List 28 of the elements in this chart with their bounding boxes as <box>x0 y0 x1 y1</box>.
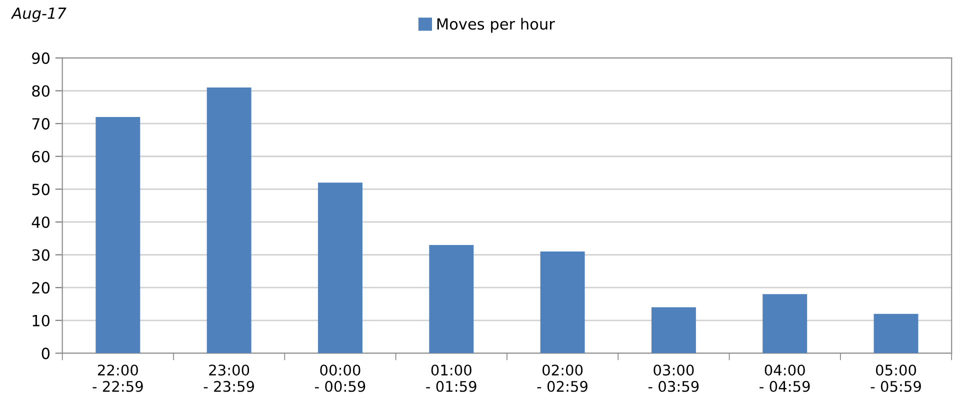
x-tick-label: 22:00 - 22:59 <box>92 364 143 392</box>
bar <box>762 294 808 354</box>
y-tick-label: 0 <box>42 348 50 360</box>
bar <box>429 244 474 354</box>
x-tick-label: 05:00 - 05:59 <box>870 364 921 392</box>
y-tick-label: 40 <box>32 216 50 228</box>
x-tick-label: 01:00 - 01:59 <box>426 364 476 392</box>
x-tick-label: 03:00 - 03:59 <box>648 364 699 392</box>
bar <box>651 307 696 354</box>
y-tick-label: 20 <box>32 282 50 294</box>
bar <box>206 87 252 354</box>
y-tick-label: 10 <box>32 314 50 326</box>
y-tick-label: 70 <box>32 118 50 130</box>
chart-title: Aug-17 <box>10 8 66 22</box>
x-tick-label: 00:00 - 00:59 <box>314 364 366 392</box>
x-tick-label: 23:00 - 23:59 <box>204 364 254 392</box>
y-tick-label: 80 <box>32 85 50 97</box>
y-tick-label: 30 <box>32 249 50 261</box>
y-tick-label: 60 <box>32 150 50 162</box>
bar <box>318 182 362 354</box>
x-tick-label: 04:00 - 04:59 <box>760 364 810 392</box>
legend-label: Moves per hour <box>437 18 555 33</box>
y-tick-label: 50 <box>32 184 50 196</box>
bar <box>874 314 918 354</box>
y-tick-label: 90 <box>32 52 50 64</box>
bar <box>96 117 140 354</box>
bar <box>540 252 585 354</box>
x-tick-label: 02:00 - 02:59 <box>537 364 588 392</box>
